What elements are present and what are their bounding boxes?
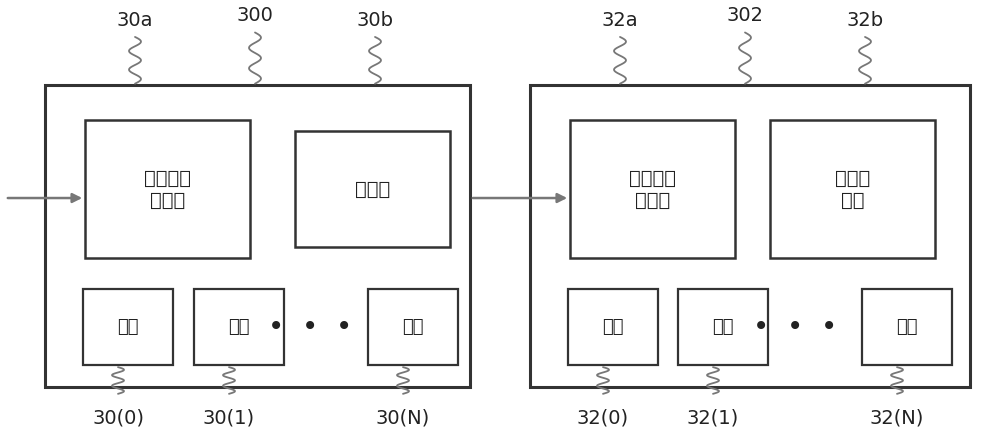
Text: 交易: 交易 xyxy=(896,318,918,336)
Bar xyxy=(530,85,970,387)
Bar xyxy=(368,289,458,365)
Bar xyxy=(568,289,658,365)
Text: 32b: 32b xyxy=(846,11,884,29)
Text: 30(0): 30(0) xyxy=(92,409,144,428)
Text: 30(N): 30(N) xyxy=(376,409,430,428)
Bar xyxy=(862,289,952,365)
Text: 30b: 30b xyxy=(356,11,394,29)
Text: 当前验
证値: 当前验 证値 xyxy=(835,169,870,210)
Bar xyxy=(295,131,450,247)
Text: 交易: 交易 xyxy=(117,318,139,336)
Text: 300: 300 xyxy=(237,6,273,25)
Text: 交易: 交易 xyxy=(228,318,250,336)
Text: 交易: 交易 xyxy=(712,318,734,336)
Bar xyxy=(770,120,935,258)
Text: 30(1): 30(1) xyxy=(203,409,255,428)
Bar xyxy=(194,289,284,365)
Text: 交易: 交易 xyxy=(602,318,624,336)
Text: 32a: 32a xyxy=(602,11,638,29)
Bar xyxy=(570,120,735,258)
Text: 302: 302 xyxy=(726,6,764,25)
Text: •  •  •: • • • xyxy=(268,313,352,341)
Text: 32(N): 32(N) xyxy=(870,409,924,428)
Text: •  •  •: • • • xyxy=(753,313,837,341)
Text: 30a: 30a xyxy=(117,11,153,29)
Bar xyxy=(45,85,470,387)
Text: 前区块的
杂湑値: 前区块的 杂湑値 xyxy=(144,169,191,210)
Text: 32(1): 32(1) xyxy=(687,409,739,428)
Bar xyxy=(83,289,173,365)
Bar xyxy=(678,289,768,365)
Bar xyxy=(85,120,250,258)
Text: 交易: 交易 xyxy=(402,318,424,336)
Text: 前区块的
杂湑値: 前区块的 杂湑値 xyxy=(629,169,676,210)
Text: 验证値: 验证値 xyxy=(355,180,390,198)
Text: 32(0): 32(0) xyxy=(577,409,629,428)
